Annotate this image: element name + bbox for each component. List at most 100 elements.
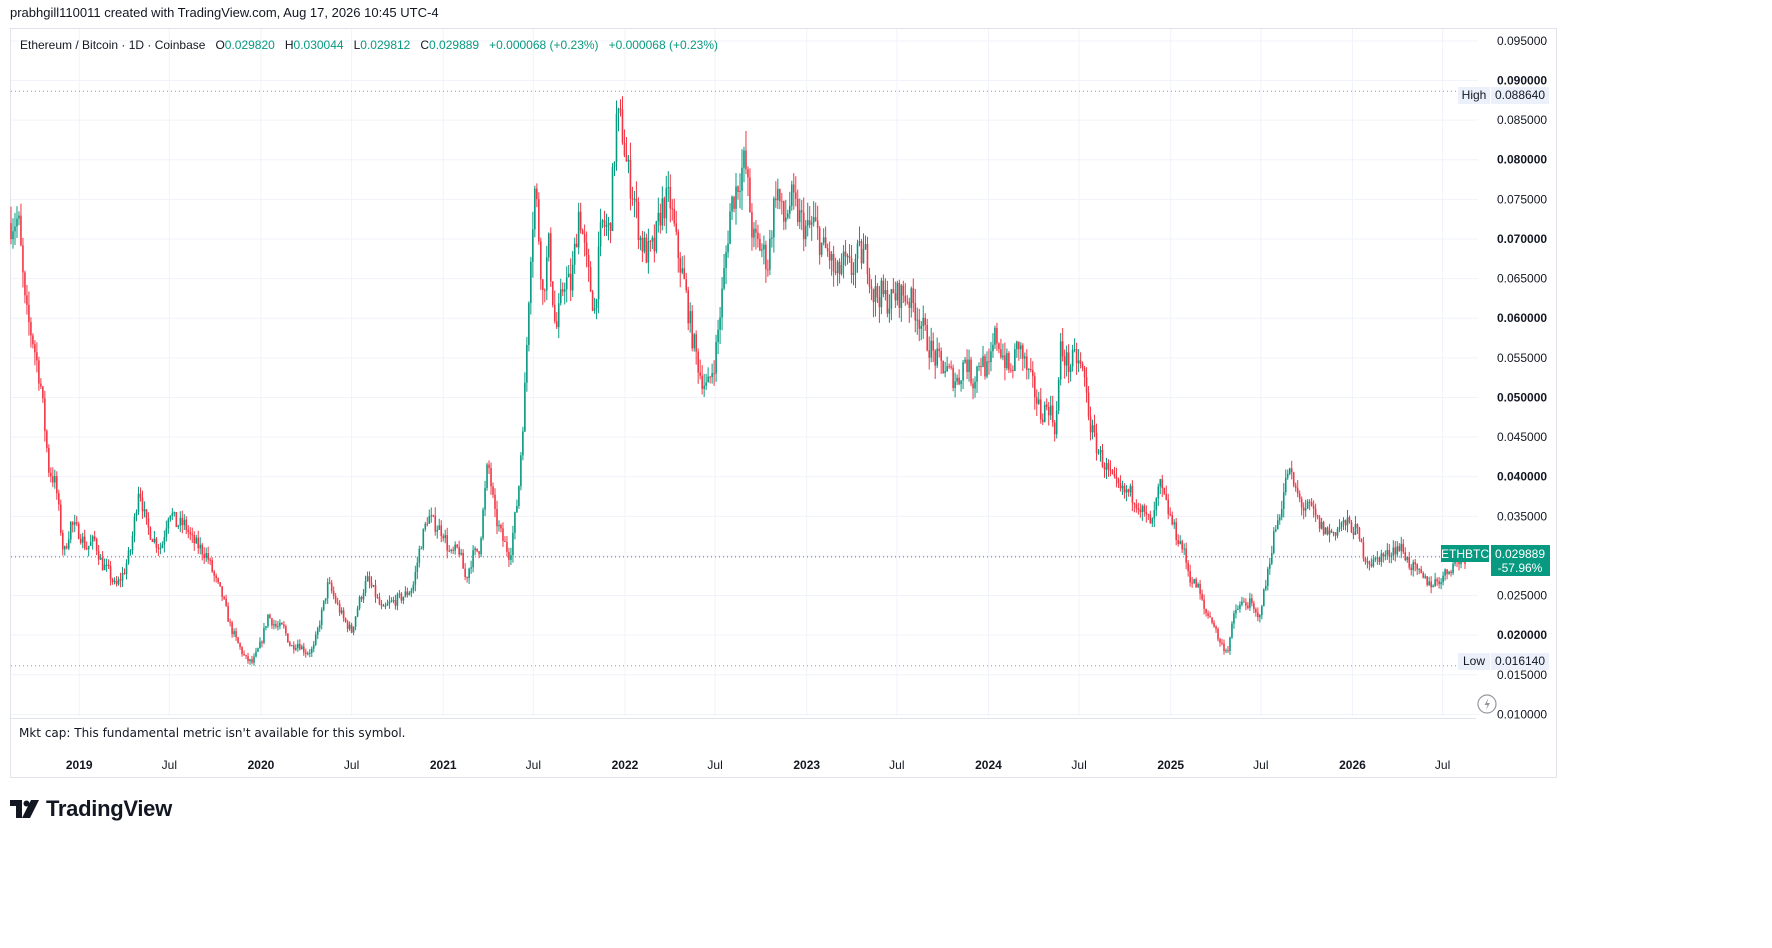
candle-body	[1031, 370, 1034, 377]
legend-low-label: L	[353, 38, 361, 52]
candle-body	[1328, 530, 1331, 535]
candle-body	[472, 550, 474, 568]
price-chart[interactable]: 0.0100000.0150000.0200000.0250000.030000…	[0, 0, 1772, 790]
candle-body	[1047, 406, 1050, 416]
candle	[490, 462, 492, 495]
candle	[647, 228, 650, 274]
candle-body	[862, 249, 865, 264]
candle-body	[440, 525, 443, 536]
candle	[1037, 391, 1040, 405]
candle	[818, 225, 821, 265]
candle-body	[601, 220, 604, 222]
candle	[416, 556, 419, 580]
candle-body	[516, 505, 518, 513]
candle	[1117, 477, 1120, 488]
candle-body	[247, 656, 249, 662]
legend-high-label: H	[284, 38, 294, 52]
candle	[265, 626, 267, 631]
candle	[631, 186, 634, 206]
candle	[185, 516, 188, 535]
candle	[1290, 460, 1293, 480]
candle-body	[1095, 432, 1098, 454]
candle	[1083, 365, 1086, 387]
candle-body	[77, 523, 80, 539]
candle-body	[1143, 505, 1146, 512]
candle-body	[1141, 505, 1144, 513]
candle-body	[1071, 349, 1074, 367]
candle	[40, 378, 42, 390]
candle	[998, 342, 1000, 354]
candle-body	[1306, 501, 1309, 509]
candle	[117, 576, 120, 586]
candle-body	[1157, 486, 1160, 499]
candle	[54, 469, 56, 489]
candle	[1374, 557, 1377, 562]
candle-body	[1278, 517, 1281, 521]
candle-body	[73, 522, 76, 525]
candle-body	[928, 350, 931, 358]
candle	[808, 206, 811, 229]
price-axis[interactable]: 0.0100000.0150000.0200000.0250000.030000…	[1497, 34, 1547, 722]
candle	[739, 173, 741, 209]
tradingview-logo[interactable]: TradingView	[10, 796, 172, 822]
candle	[922, 305, 925, 339]
candle	[1010, 363, 1012, 373]
candle	[1217, 627, 1219, 642]
candle-body	[884, 290, 887, 295]
candle	[1235, 604, 1237, 619]
candle-body	[137, 493, 140, 513]
candle	[802, 197, 805, 252]
candle	[810, 215, 813, 241]
candle-body	[135, 512, 138, 517]
candle	[583, 224, 586, 257]
candle	[410, 587, 413, 598]
candle	[412, 581, 415, 594]
candle-body	[930, 340, 933, 358]
candle	[850, 244, 853, 284]
candle	[1089, 406, 1092, 441]
candle-body	[452, 549, 454, 551]
candle-body	[1394, 547, 1397, 555]
candle	[161, 541, 164, 549]
candle-body	[299, 643, 301, 650]
candle	[36, 342, 38, 373]
candle-body	[1348, 517, 1351, 523]
candle-body	[360, 597, 363, 600]
x-tick-label: Jul	[526, 758, 541, 772]
time-axis[interactable]: 2019 Jul 2020 Jul 2021 Jul 2022 Jul 2023 Jul 2024 J…	[66, 758, 1450, 772]
candle-body	[637, 202, 640, 241]
candle	[1093, 414, 1096, 438]
lightning-icon[interactable]	[1477, 694, 1497, 714]
candle-body	[165, 528, 168, 538]
candle	[916, 307, 919, 335]
candle-body	[1075, 349, 1078, 364]
candle	[522, 426, 524, 461]
candle-body	[245, 654, 247, 657]
candle	[1201, 589, 1203, 601]
candle-body	[384, 605, 387, 607]
candle	[1137, 502, 1140, 515]
candle-body	[870, 286, 873, 289]
candle-body	[293, 645, 295, 650]
candle	[643, 231, 646, 254]
candle-body	[1370, 564, 1373, 567]
candle-body	[1284, 477, 1287, 493]
candle	[906, 295, 909, 305]
candle-body	[231, 622, 233, 635]
candle-body	[936, 348, 938, 366]
candle	[755, 220, 757, 250]
candle-body	[1169, 514, 1172, 516]
candle-body	[599, 221, 602, 247]
candle	[498, 520, 500, 532]
candle	[958, 369, 960, 386]
candle	[1099, 446, 1102, 462]
candle	[609, 222, 612, 244]
candle-body	[1121, 485, 1124, 489]
candle-body	[900, 285, 903, 308]
candle-body	[115, 580, 118, 585]
candle	[127, 546, 130, 565]
candle-body	[177, 525, 180, 528]
candle	[1320, 517, 1323, 530]
candle	[1255, 607, 1257, 617]
candle-body	[1356, 524, 1359, 528]
